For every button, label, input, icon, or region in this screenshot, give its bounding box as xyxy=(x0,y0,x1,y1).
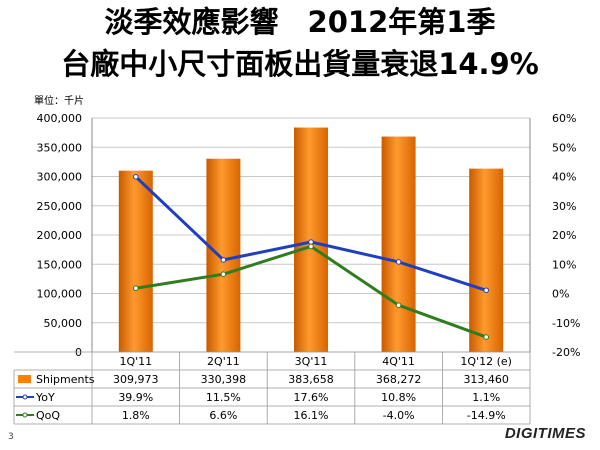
right-tick-label: -20% xyxy=(552,346,580,359)
data-label: 16.1% xyxy=(294,409,329,422)
left-tick-label: 100,000 xyxy=(37,288,83,301)
data-label: 313,460 xyxy=(463,373,509,386)
right-tick-label: 30% xyxy=(552,200,576,213)
data-label: 6.6% xyxy=(209,409,237,422)
left-tick-label: 250,000 xyxy=(37,200,83,213)
legend-key-yoy-marker xyxy=(22,394,28,400)
left-tick-label: 300,000 xyxy=(37,171,83,184)
left-tick-label: 350,000 xyxy=(37,141,83,154)
data-label: -14.9% xyxy=(467,409,506,422)
category-label: 1Q'12 (e) xyxy=(460,355,512,368)
data-label: 11.5% xyxy=(206,391,241,404)
data-label: 368,272 xyxy=(376,373,422,386)
left-tick-label: 0 xyxy=(75,346,82,359)
category-label: 2Q'11 xyxy=(207,355,240,368)
data-label: -4.0% xyxy=(383,409,415,422)
chart-title-line1: 淡季效應影響 2012年第1季 xyxy=(104,5,496,39)
data-label: 309,973 xyxy=(113,373,159,386)
point-qoq xyxy=(220,271,227,277)
data-label: 1.8% xyxy=(122,409,150,422)
legend-label: Shipments xyxy=(36,373,95,386)
bar xyxy=(469,168,504,352)
point-yoy xyxy=(133,173,139,180)
data-label: 1.1% xyxy=(472,391,500,404)
legend-key-qoq-marker xyxy=(22,412,28,418)
right-tick-label: -10% xyxy=(552,317,580,330)
line-series xyxy=(133,173,490,340)
point-qoq xyxy=(133,285,139,292)
unit-label: 單位：千片 xyxy=(34,96,84,107)
data-table: 1Q'11 2Q'11 3Q'11 4Q'11 1Q'12 (e) Shipments 30… xyxy=(13,351,531,425)
data-label: 10.8% xyxy=(381,391,416,404)
left-tick-label: 150,000 xyxy=(37,258,83,271)
page-number: 3 xyxy=(8,432,14,442)
point-qoq xyxy=(308,243,314,250)
right-tick-label: 10% xyxy=(552,258,576,271)
legend-label: YoY xyxy=(35,391,55,404)
data-label: 17.6% xyxy=(294,391,329,404)
bar-series xyxy=(118,127,504,353)
right-tick-label: 50% xyxy=(552,141,576,154)
category-label: 4Q'11 xyxy=(382,355,415,368)
legend-label: QoQ xyxy=(36,409,60,422)
left-tick-label: 200,000 xyxy=(37,229,83,242)
bar xyxy=(206,158,241,352)
data-label: 39.9% xyxy=(118,391,153,404)
chart-title-line2: 台廠中小尺寸面板出貨量衰退14.9% xyxy=(61,47,539,81)
category-label: 3Q'11 xyxy=(295,355,328,368)
right-tick-label: 0% xyxy=(552,288,569,301)
point-qoq xyxy=(395,302,402,309)
point-yoy xyxy=(483,287,490,294)
left-tick-label: 50,000 xyxy=(44,317,83,330)
point-yoy xyxy=(220,257,227,263)
left-axis: 400,000 350,000 300,000 250,000 200,000 150,0… xyxy=(37,112,93,359)
data-label: 383,658 xyxy=(288,373,334,386)
right-tick-label: 40% xyxy=(552,171,576,184)
bar xyxy=(118,170,153,352)
data-label: 330,398 xyxy=(201,373,247,386)
right-tick-label: 60% xyxy=(552,112,576,125)
point-qoq xyxy=(483,334,490,340)
legend-key-shipments xyxy=(18,375,31,383)
right-tick-label: 20% xyxy=(552,229,576,242)
bar xyxy=(381,136,416,352)
category-label: 1Q'11 xyxy=(119,355,152,368)
point-yoy xyxy=(395,259,402,265)
digitimes-logo: DIGITIMES xyxy=(504,425,586,442)
right-axis: 60% 50% 40% 30% 20% 10% 0% -10% -20% xyxy=(529,112,580,359)
left-tick-label: 400,000 xyxy=(37,112,83,125)
